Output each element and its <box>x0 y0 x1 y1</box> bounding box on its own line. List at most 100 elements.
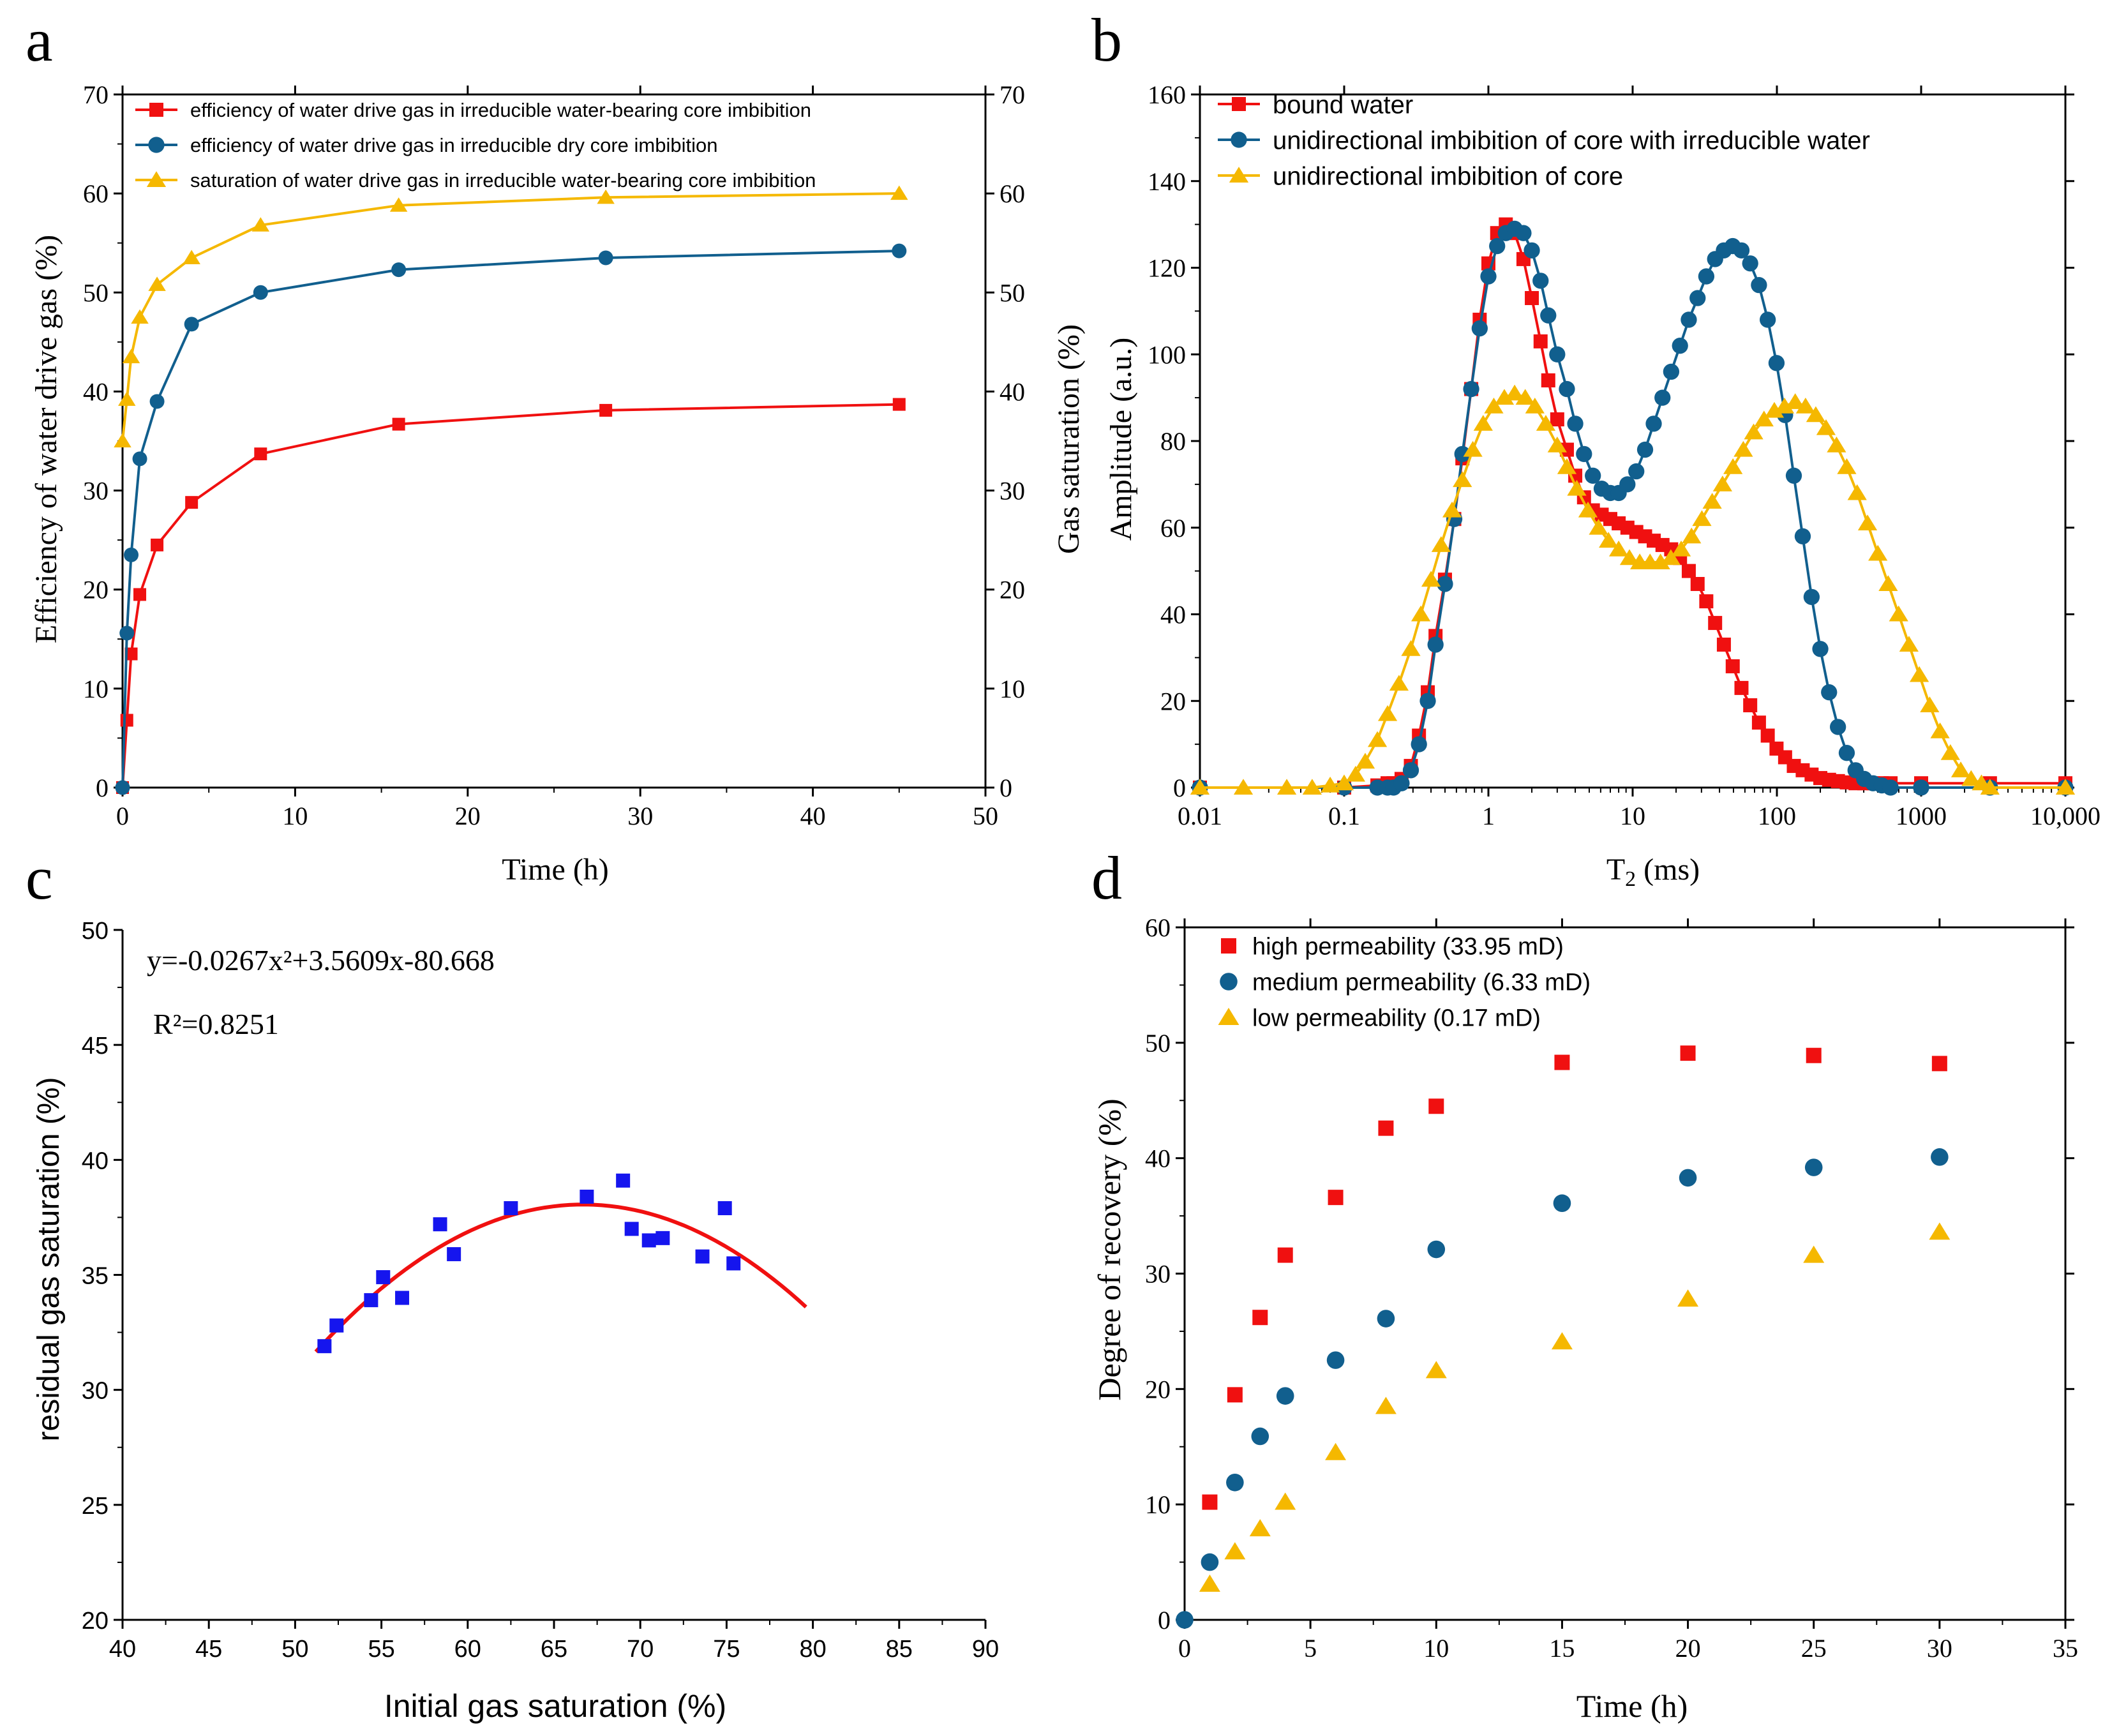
data-point <box>395 1291 410 1305</box>
data-point <box>329 1318 344 1333</box>
panel-c: c Initial gas saturation (%) residual ga… <box>26 844 999 1724</box>
data-point <box>1428 1098 1444 1114</box>
data-point <box>1276 1387 1294 1405</box>
panel-b: b T2 (ms) Amplitude (a.u.) 0.01 0.1 1 10 100… <box>1091 6 2100 891</box>
data-point <box>1540 307 1557 324</box>
data-point <box>1442 501 1462 518</box>
data-point <box>1425 1361 1447 1379</box>
legend-marker <box>149 103 163 117</box>
data-point <box>1576 445 1592 463</box>
x-tick-label: 55 <box>368 1636 394 1663</box>
data-point <box>1712 475 1732 491</box>
y-tick-label: 70 <box>83 80 109 109</box>
data-point <box>599 403 613 417</box>
data-point <box>1899 636 1919 652</box>
data-point <box>1679 1169 1697 1187</box>
data-point <box>1882 779 1899 796</box>
y-right-tick-label: 10 <box>1000 675 1025 703</box>
data-point <box>1931 1056 1947 1072</box>
data-point <box>1838 745 1855 761</box>
x-tick-label: 30 <box>627 802 653 830</box>
y-tick-label: 140 <box>1148 167 1186 196</box>
data-point <box>1249 1519 1271 1537</box>
data-point <box>1402 762 1419 779</box>
x-tick-label: 5 <box>1304 1634 1317 1663</box>
x-tick-label: 15 <box>1549 1634 1575 1663</box>
data-point <box>1654 389 1671 406</box>
data-point <box>120 714 133 727</box>
data-point <box>1680 1045 1696 1061</box>
y-tick-label: 20 <box>82 1608 109 1635</box>
data-point <box>1411 736 1427 752</box>
y-tick-label: 20 <box>1145 1375 1171 1403</box>
data-point <box>1199 1574 1220 1592</box>
data-point <box>1716 638 1731 652</box>
x-tick-label: 40 <box>109 1636 136 1663</box>
data-point <box>118 391 136 406</box>
data-point <box>1837 458 1857 474</box>
data-point <box>655 1231 670 1245</box>
y-tick-label: 60 <box>83 179 109 208</box>
data-point <box>131 309 149 324</box>
data-point <box>1325 1442 1347 1460</box>
legend-label: efficiency of water drive gas in irreduc… <box>190 134 717 156</box>
y-tick-label: 50 <box>83 278 109 307</box>
data-point <box>1419 692 1436 709</box>
data-point <box>1785 393 1805 409</box>
data-point <box>624 1222 639 1236</box>
data-point <box>251 217 270 232</box>
data-point <box>1389 675 1409 691</box>
data-point <box>1751 277 1767 294</box>
data-point <box>1463 380 1479 398</box>
data-point <box>1806 406 1826 423</box>
x-axis-label-b: T2 (ms) <box>1606 853 1700 891</box>
data-point <box>1785 467 1802 484</box>
x-tick-label: 30 <box>1927 1634 1952 1663</box>
data-point <box>1760 311 1776 328</box>
x-tick-label: 70 <box>627 1636 654 1663</box>
data-point <box>1768 355 1785 371</box>
y-tick-label: 100 <box>1148 340 1186 369</box>
data-point <box>1525 397 1545 414</box>
y-right-tick-label: 70 <box>1000 80 1025 109</box>
data-point <box>1734 680 1749 695</box>
data-point <box>1645 415 1662 432</box>
panel-label-d: d <box>1091 844 1122 912</box>
data-point <box>184 317 199 332</box>
panel-label-a: a <box>26 6 53 74</box>
plot-area-c: 40 45 50 55 60 65 70 75 80 85 90 20 25 30 35 40 45 50 y=-0… <box>82 918 999 1663</box>
data-point <box>1681 311 1697 328</box>
x-tick-label: 65 <box>541 1636 567 1663</box>
data-point <box>1857 514 1878 530</box>
x-tick-label: 50 <box>973 802 998 830</box>
fit-curve <box>314 1202 807 1353</box>
data-point <box>1554 1054 1570 1070</box>
y-tick-label: 30 <box>1145 1260 1171 1289</box>
data-point <box>1743 698 1758 713</box>
data-point <box>1473 415 1493 431</box>
data-point <box>1689 290 1706 306</box>
data-point <box>1375 1396 1396 1414</box>
y-tick-label: 80 <box>1160 427 1186 456</box>
data-point <box>1913 779 1929 796</box>
x-tick-label: 80 <box>799 1636 826 1663</box>
data-point <box>695 1249 710 1264</box>
data-point <box>1708 616 1723 631</box>
data-point <box>1889 605 1908 622</box>
data-point <box>1532 273 1549 289</box>
data-point <box>616 1173 631 1188</box>
data-point <box>1702 493 1722 509</box>
plot-area-b: 0.01 0.1 1 10 100 1000 10,000 0 20 40 60 80 100 120 14… <box>1148 80 2100 830</box>
x-tick-label: 20 <box>455 802 481 830</box>
data-point <box>1821 684 1838 701</box>
data-point <box>1742 255 1758 272</box>
x-axis-label-b-main: T <box>1606 853 1625 887</box>
panel-a: a Time (h) Efficiency of water drive gas… <box>26 6 1086 887</box>
y-right-tick-label: 30 <box>1000 477 1025 505</box>
data-point <box>1578 501 1598 518</box>
data-point <box>1723 458 1743 474</box>
data-point <box>1233 779 1254 795</box>
y-axis-label-c: residual gas saturation (%) <box>32 1077 66 1442</box>
data-point <box>1663 363 1680 380</box>
